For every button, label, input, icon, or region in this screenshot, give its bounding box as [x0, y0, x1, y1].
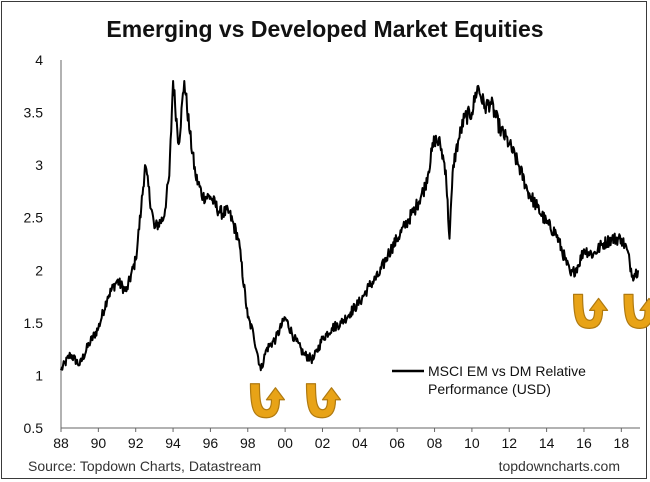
series-layer	[60, 80, 640, 372]
x-tick-label: 06	[389, 435, 405, 451]
y-tick-label: 4	[35, 52, 43, 68]
axis-ticks: 0.5 1 1.5 2 2.5 3 3.5 4 88 90 92 94 96 98 00 02 04 06 08 10…	[24, 52, 630, 451]
chart-title: Emerging vs Developed Market Equities	[106, 16, 544, 42]
rebound-arrow-icon	[305, 383, 342, 419]
x-tick-label: 04	[352, 435, 368, 451]
rebound-arrow-icon	[249, 383, 286, 419]
y-tick-label: 3	[35, 157, 43, 173]
legend: MSCI EM vs DM Relative Performance (USD)	[392, 363, 586, 397]
legend-label-line2: Performance (USD)	[428, 381, 551, 397]
series-line	[60, 80, 640, 372]
y-tick-label: 2	[35, 262, 43, 278]
annotation-arrows	[249, 293, 650, 419]
y-tick-label: 0.5	[24, 420, 44, 436]
x-tick-label: 90	[91, 435, 107, 451]
x-tick-label: 08	[427, 435, 443, 451]
rebound-arrow-shape	[305, 383, 342, 419]
y-tick-label: 1	[35, 367, 43, 383]
x-tick-label: 94	[165, 435, 181, 451]
x-tick-label: 12	[501, 435, 517, 451]
website-label: topdowncharts.com	[498, 458, 620, 474]
x-tick-label: 92	[128, 435, 144, 451]
x-tick-label: 16	[576, 435, 592, 451]
x-tick-label: 18	[614, 435, 630, 451]
rebound-arrow-shape	[623, 293, 650, 329]
rebound-arrow-icon	[572, 293, 609, 329]
x-tick-label: 14	[539, 435, 555, 451]
x-tick-label: 00	[277, 435, 293, 451]
x-tick-label: 02	[315, 435, 331, 451]
x-tick-label: 88	[53, 435, 69, 451]
rebound-arrow-shape	[249, 383, 286, 419]
y-tick-label: 2.5	[24, 210, 44, 226]
source-note: Source: Topdown Charts, Datastream	[28, 458, 262, 474]
legend-label-line1: MSCI EM vs DM Relative	[428, 363, 586, 379]
y-tick-label: 3.5	[24, 105, 44, 121]
x-tick-label: 96	[203, 435, 219, 451]
x-tick-label: 98	[240, 435, 256, 451]
rebound-arrow-icon	[623, 293, 650, 329]
rebound-arrow-shape	[572, 293, 609, 329]
y-tick-label: 1.5	[24, 315, 44, 331]
x-tick-label: 10	[464, 435, 480, 451]
